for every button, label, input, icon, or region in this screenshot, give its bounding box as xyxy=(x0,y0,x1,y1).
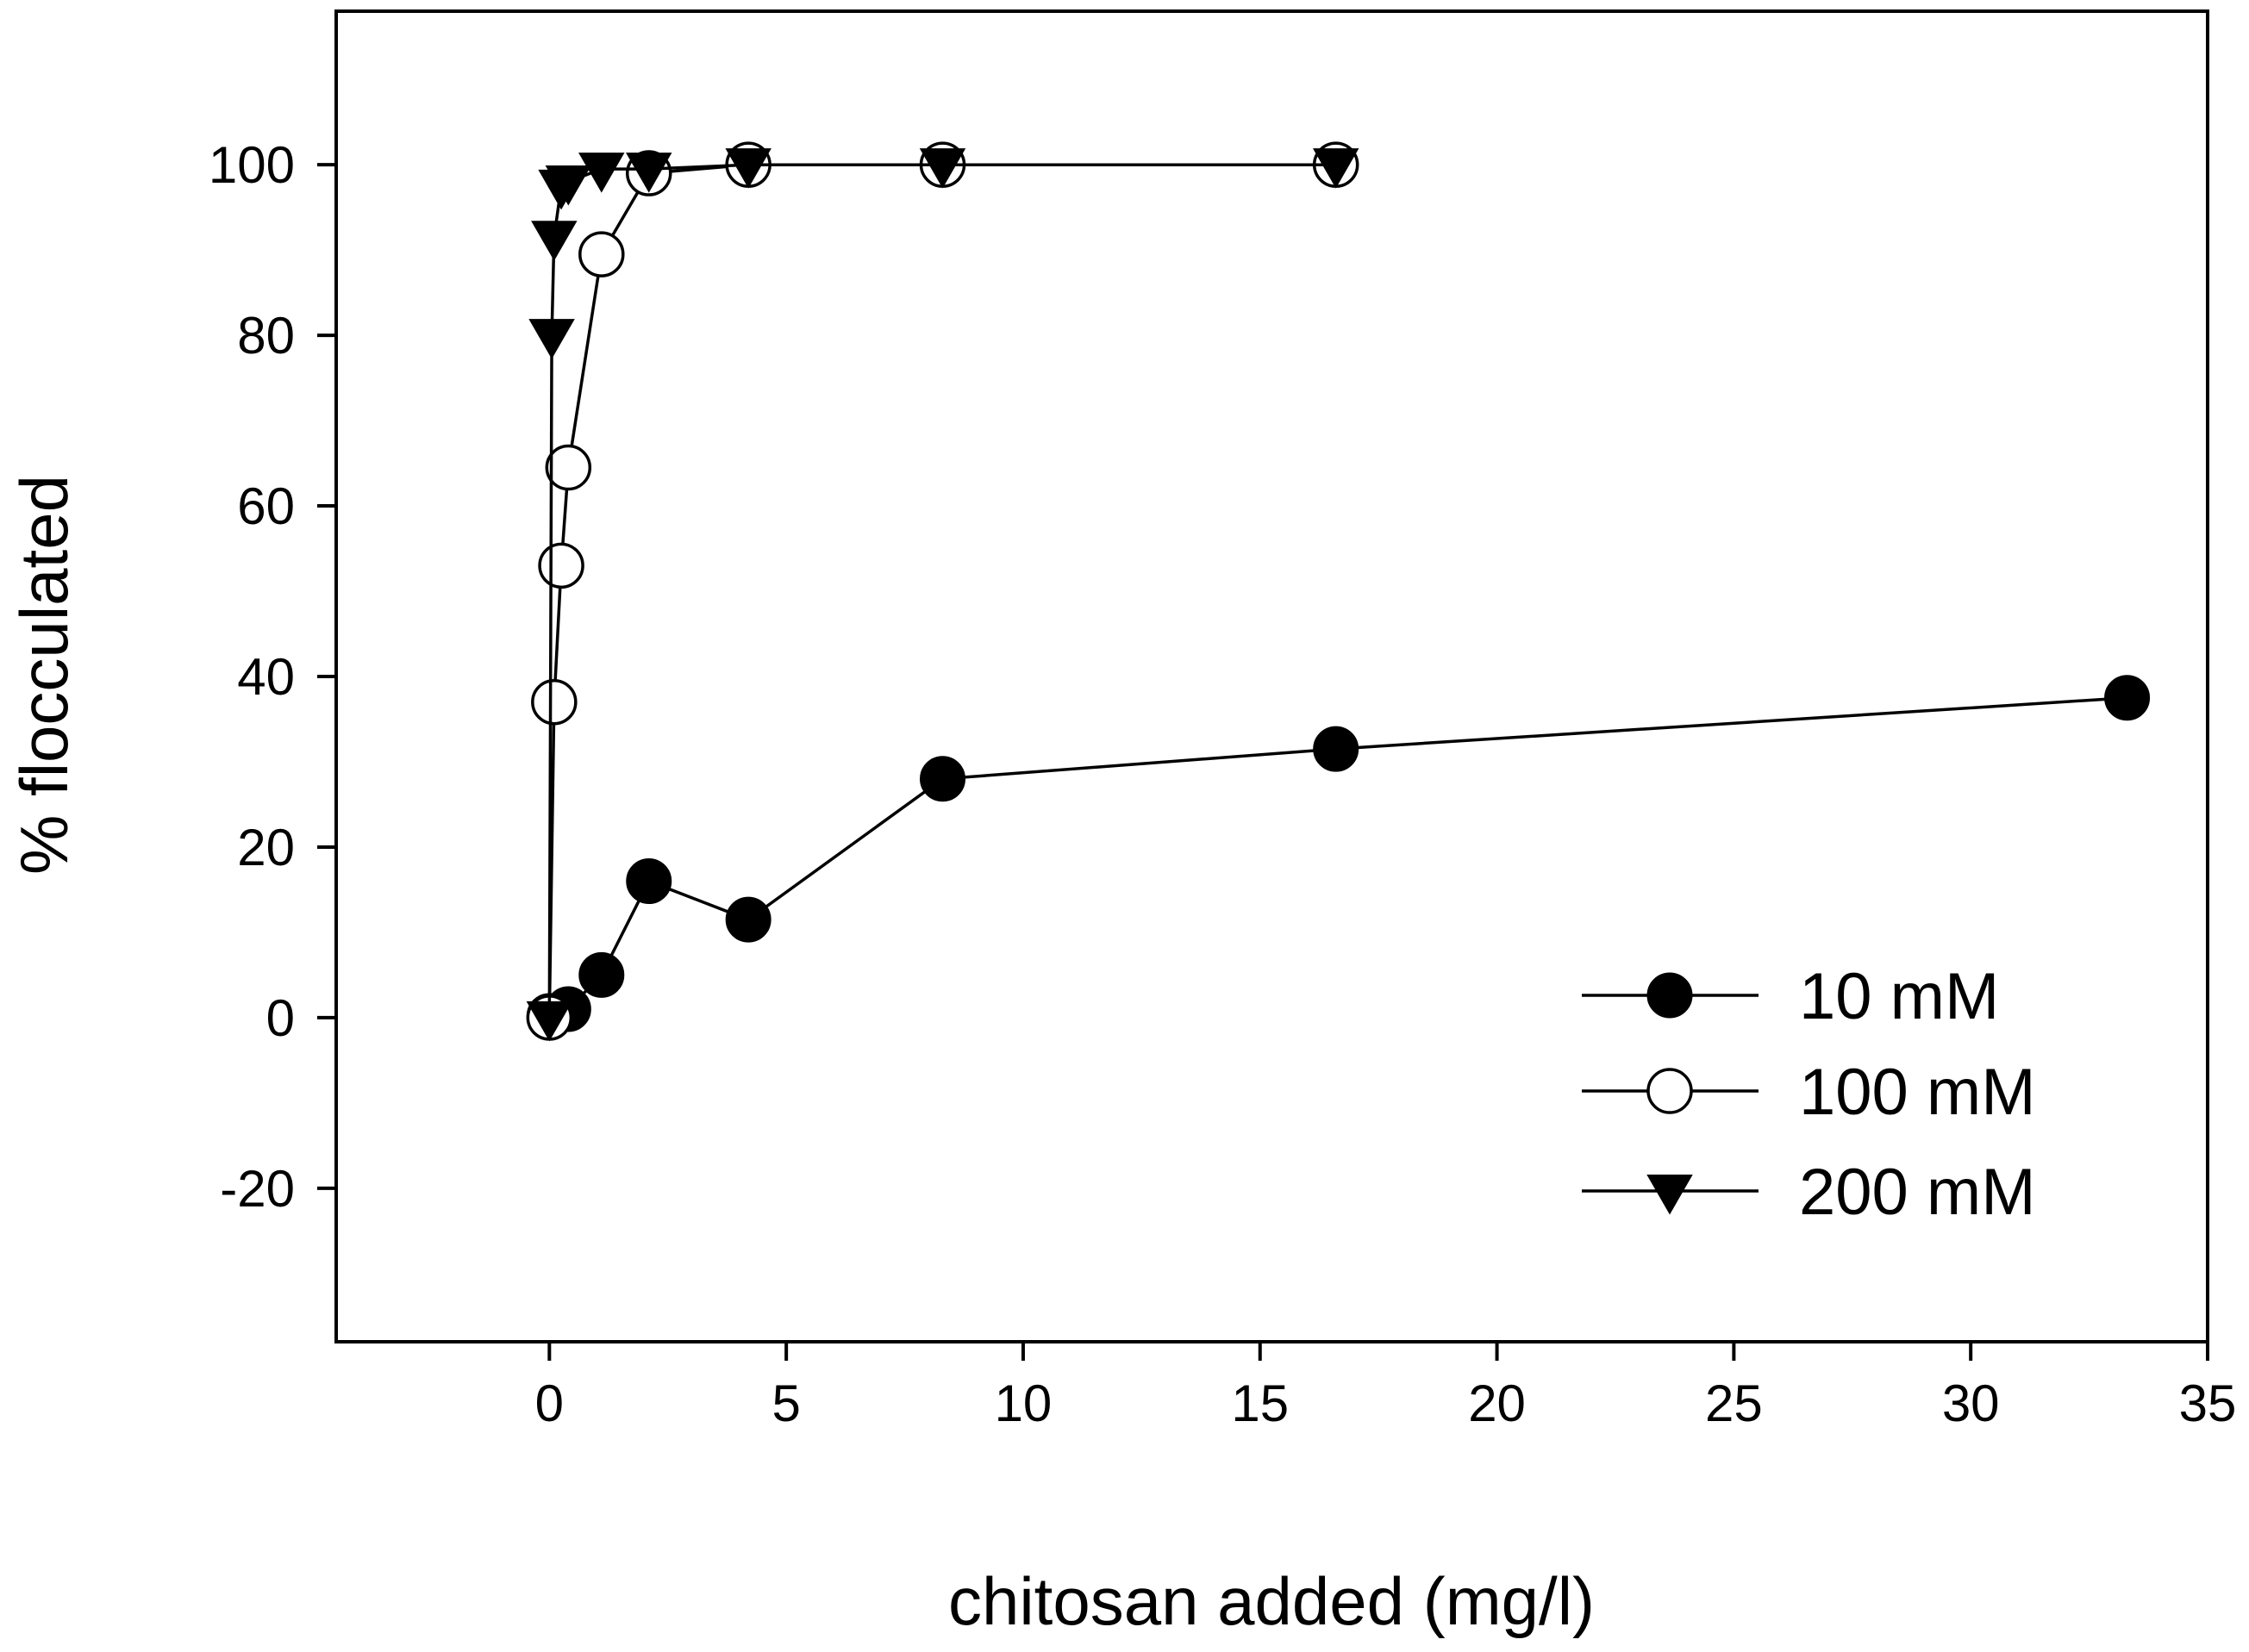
y-tick-label: 60 xyxy=(237,477,295,535)
y-tick-label: 100 xyxy=(209,136,295,194)
data-point-200-mm xyxy=(626,153,672,193)
legend-label: 200 mM xyxy=(1799,1156,2036,1229)
legend-marker xyxy=(1646,972,1693,1019)
data-point-200-mm xyxy=(531,221,578,261)
data-point-100-mm xyxy=(545,444,592,491)
data-point-10-mm xyxy=(920,756,966,802)
data-point-10-mm xyxy=(2104,675,2151,721)
y-tick-label: -20 xyxy=(220,1160,295,1218)
legend-item-200-mm: 200 mM xyxy=(1582,1156,2036,1229)
data-point-200-mm xyxy=(1312,148,1359,189)
data-point-200-mm xyxy=(528,319,575,359)
x-axis-title: chitosan added (mg/l) xyxy=(948,1563,1595,1639)
data-point-100-mm xyxy=(531,678,578,726)
data-point-10-mm xyxy=(725,896,772,943)
x-tick-label: 20 xyxy=(1468,1375,1526,1432)
data-point-10-mm xyxy=(626,858,672,905)
data-point-10-mm xyxy=(578,951,625,998)
data-point-200-mm xyxy=(545,165,592,206)
x-tick-label: 10 xyxy=(995,1375,1053,1432)
plot-frame xyxy=(334,9,2209,1343)
legend: 10 mM 100 mM 200 mM xyxy=(1582,960,2036,1229)
y-tick-label: 80 xyxy=(237,307,295,365)
x-tick-label: 35 xyxy=(2179,1375,2237,1432)
legend-marker xyxy=(1646,1175,1693,1215)
x-tick-label: 30 xyxy=(1942,1375,2000,1432)
y-tick-label: 40 xyxy=(237,648,295,706)
x-tick-label: 5 xyxy=(772,1375,800,1432)
data-point-200-mm xyxy=(526,1001,573,1042)
x-tick-label: 15 xyxy=(1231,1375,1289,1432)
data-point-100-mm xyxy=(538,542,584,589)
series-100-mm xyxy=(526,141,1359,1041)
y-axis-title: % flocculated xyxy=(6,475,82,875)
y-tick-label: 0 xyxy=(266,989,295,1047)
data-point-100-mm xyxy=(578,231,625,277)
y-axis: -20 0 20 40 60 80 100 xyxy=(209,136,336,1218)
series-200-mm xyxy=(526,148,1359,1042)
data-point-200-mm xyxy=(919,148,966,189)
legend-item-10-mm: 10 mM xyxy=(1582,960,1999,1033)
legend-marker xyxy=(1646,1068,1693,1114)
data-point-200-mm xyxy=(725,148,772,189)
x-tick-label: 25 xyxy=(1705,1375,1763,1432)
legend-item-100-mm: 100 mM xyxy=(1582,1056,2036,1129)
data-point-10-mm xyxy=(1313,726,1359,772)
series-layer xyxy=(526,141,2151,1042)
data-point-200-mm xyxy=(578,153,625,193)
x-tick-label: 0 xyxy=(535,1375,564,1432)
x-axis: 0 5 10 15 20 25 30 35 xyxy=(535,1342,2237,1432)
legend-label: 100 mM xyxy=(1799,1056,2036,1129)
legend-label: 10 mM xyxy=(1799,960,1999,1033)
y-tick-label: 20 xyxy=(237,819,295,876)
